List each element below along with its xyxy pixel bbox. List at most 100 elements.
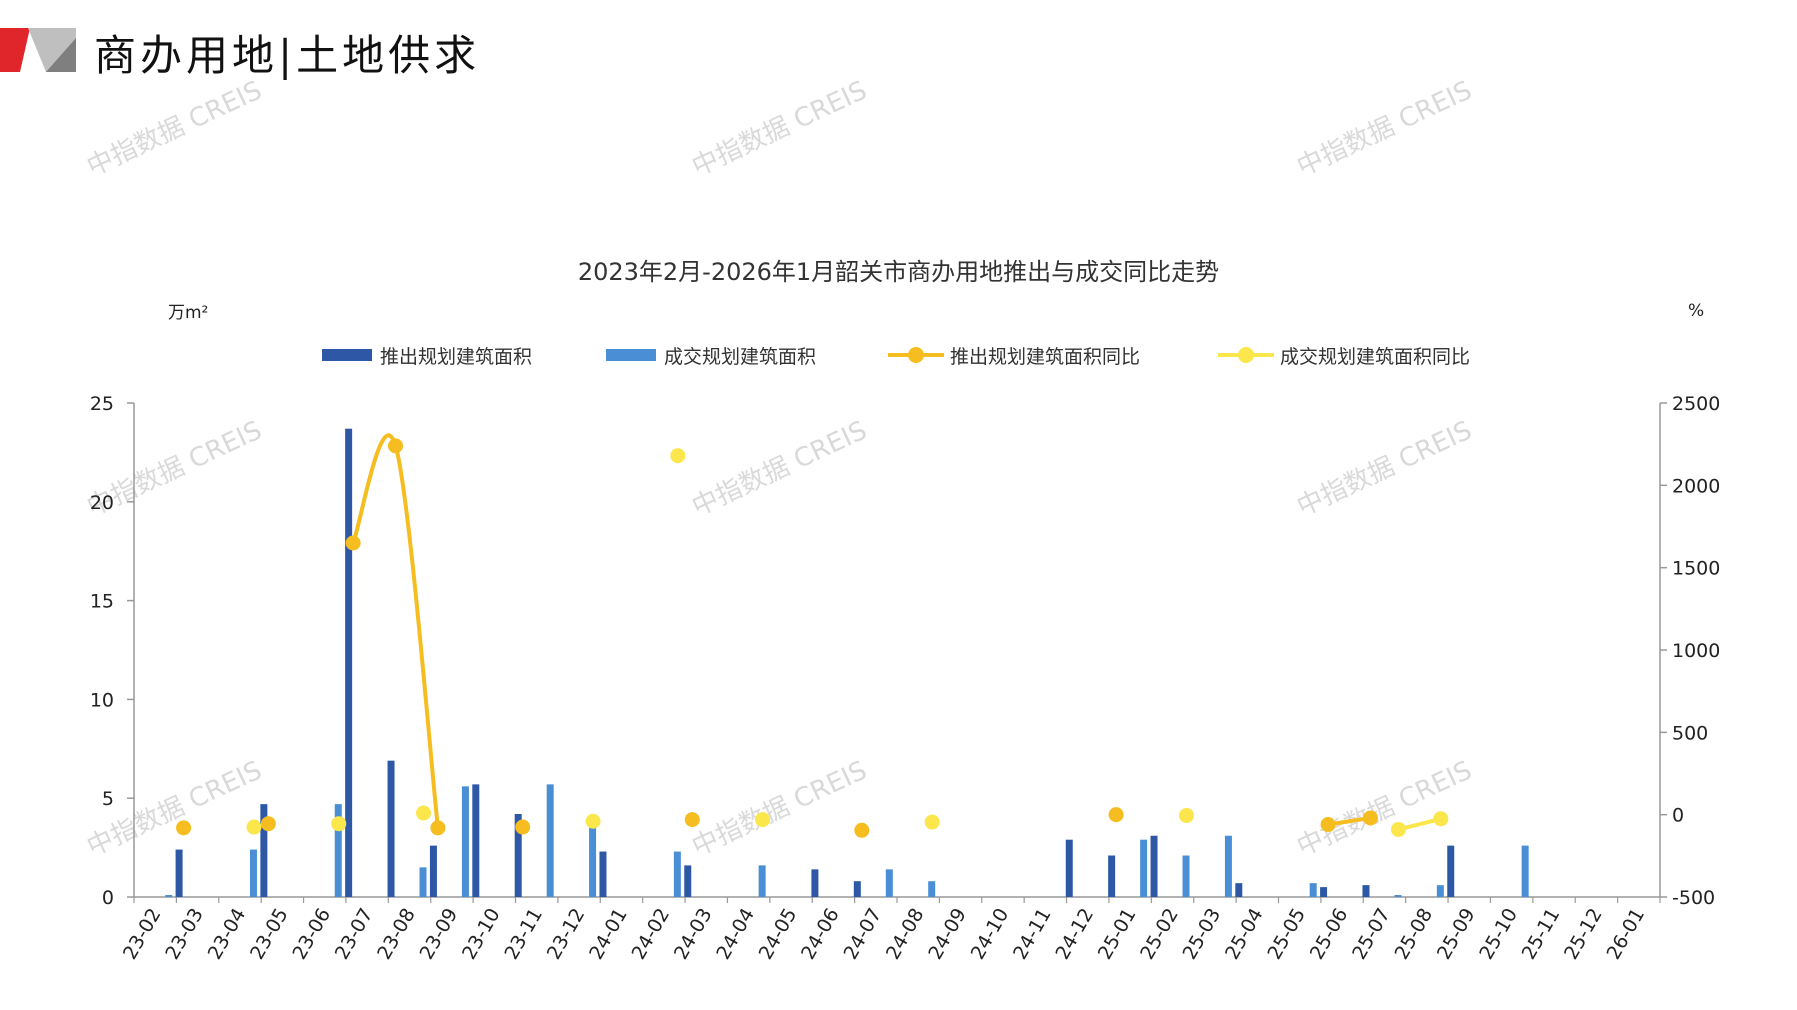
legend-item-launch-area[interactable]: 推出规划建筑面积 <box>322 340 532 370</box>
x-tick-label: 24-07 <box>839 905 886 964</box>
y-tick-label: 5 <box>102 788 114 810</box>
y-tick-label: 0 <box>102 887 114 909</box>
y-tick-label: 25 <box>90 393 114 415</box>
x-tick-label: 23-10 <box>458 905 505 964</box>
bar-launch-area <box>684 865 692 897</box>
y-tick-label: 20 <box>90 492 114 514</box>
x-tick-label: 23-05 <box>246 905 293 964</box>
bar-launch-area <box>853 881 861 897</box>
launch-yoy-line <box>351 433 440 829</box>
legend-item-launch-yoy[interactable]: 推出规划建筑面积同比 <box>888 340 1140 370</box>
x-tick-label: 23-08 <box>373 905 420 964</box>
bar-launch-area <box>1065 839 1073 897</box>
legend-swatch-icon <box>606 349 656 361</box>
launch-yoy-point <box>388 438 404 454</box>
x-tick-label: 25-10 <box>1475 905 1522 964</box>
deal-yoy-point <box>755 812 771 828</box>
launch-yoy-point <box>176 820 192 836</box>
y2-tick-label: 2500 <box>1672 393 1720 415</box>
x-tick-label: 23-03 <box>161 905 208 964</box>
legend-swatch-icon <box>322 349 372 361</box>
deal-yoy-point <box>924 814 940 830</box>
deal-yoy-point <box>246 819 262 835</box>
x-tick-label: 25-08 <box>1391 905 1438 964</box>
y-tick-label: 10 <box>90 689 114 711</box>
page-title: 商办用地|土地供求 <box>94 31 481 80</box>
x-tick-label: 24-10 <box>967 904 1014 963</box>
x-tick-label: 24-01 <box>585 905 632 964</box>
x-tick-label: 24-08 <box>882 905 929 964</box>
legend-label: 成交规划建筑面积 <box>664 345 817 368</box>
launch-yoy-point <box>345 535 361 551</box>
y2-tick-label: 500 <box>1672 722 1708 744</box>
x-tick-label: 25-06 <box>1306 905 1353 964</box>
bar-launch-area <box>1108 855 1116 897</box>
bar-launch-area <box>1235 883 1243 897</box>
y2-tick-label: 1500 <box>1672 558 1720 580</box>
launch-yoy-point <box>1320 817 1336 833</box>
launch-yoy-point <box>260 816 276 832</box>
x-tick-label: 25-04 <box>1221 905 1268 964</box>
bar-launch-area <box>1447 845 1455 897</box>
deal-yoy-point <box>670 448 686 464</box>
bar-deal-area <box>758 865 766 897</box>
y2-tick-label: -500 <box>1672 887 1715 909</box>
bar-launch-area <box>429 845 437 897</box>
launch-yoy-point <box>854 822 870 838</box>
x-tick-label: 23-09 <box>416 905 463 964</box>
y2-tick-label: 1000 <box>1672 640 1720 662</box>
bar-deal-area <box>1521 845 1529 897</box>
right-axis-unit: % <box>1688 301 1705 321</box>
legend-item-deal-yoy[interactable]: 成交规划建筑面积同比 <box>1218 340 1470 370</box>
x-tick-label: 24-11 <box>1009 905 1056 964</box>
launch-yoy-point <box>1362 810 1378 826</box>
bar-deal-area <box>1436 885 1444 897</box>
bar-launch-area <box>599 851 607 897</box>
bar-deal-area <box>1394 895 1402 897</box>
x-tick-label: 23-11 <box>500 905 547 964</box>
x-tick-label: 25-11 <box>1518 905 1565 964</box>
bar-launch-area <box>260 804 268 897</box>
deal-yoy-point <box>1179 807 1195 823</box>
x-tick-label: 24-05 <box>755 905 802 964</box>
x-tick-label: 24-03 <box>670 905 717 964</box>
y2-tick-label: 2000 <box>1672 475 1720 497</box>
bar-deal-area <box>885 869 893 897</box>
bar-deal-area <box>589 821 597 897</box>
bar-launch-area <box>811 869 819 897</box>
launch-yoy-point <box>1108 807 1124 823</box>
bar-deal-area <box>928 881 936 897</box>
bar-deal-area <box>419 867 427 897</box>
y-tick-label: 15 <box>90 591 114 613</box>
x-tick-label: 25-12 <box>1560 905 1607 964</box>
bar-deal-area <box>165 895 173 897</box>
x-tick-label: 24-09 <box>924 905 971 964</box>
bar-launch-area <box>345 428 353 897</box>
x-tick-label: 25-07 <box>1348 905 1395 964</box>
deal-yoy-point <box>1433 811 1449 827</box>
legend-label: 推出规划建筑面积同比 <box>950 345 1141 368</box>
x-tick-label: 25-02 <box>1136 905 1183 964</box>
x-tick-label: 25-09 <box>1433 905 1480 964</box>
x-tick-label: 23-12 <box>543 905 590 964</box>
x-tick-label: 25-05 <box>1263 905 1310 964</box>
page-header: 商办用地|土地供求 <box>0 0 700 100</box>
launch-yoy-point <box>430 820 446 836</box>
deal-yoy-point <box>1390 821 1406 837</box>
bar-launch-area <box>175 849 183 897</box>
chart-title: 2023年2月-2026年1月韶关市商办用地推出与成交同比走势 <box>577 258 1220 286</box>
bar-launch-area <box>1320 887 1328 897</box>
deal-yoy-point <box>585 813 601 829</box>
deal-yoy-point <box>331 816 347 832</box>
x-tick-label: 24-12 <box>1051 905 1098 964</box>
legend-item-deal-area[interactable]: 成交规划建筑面积 <box>606 340 816 370</box>
bar-deal-area <box>249 849 257 897</box>
bar-deal-area <box>334 804 342 897</box>
deal-yoy-point <box>416 805 432 821</box>
bar-deal-area <box>1309 883 1317 897</box>
legend-label: 成交规划建筑面积同比 <box>1280 345 1471 368</box>
bar-launch-area <box>1150 835 1158 897</box>
bar-deal-area <box>1224 835 1232 897</box>
bar-deal-area <box>461 786 469 897</box>
